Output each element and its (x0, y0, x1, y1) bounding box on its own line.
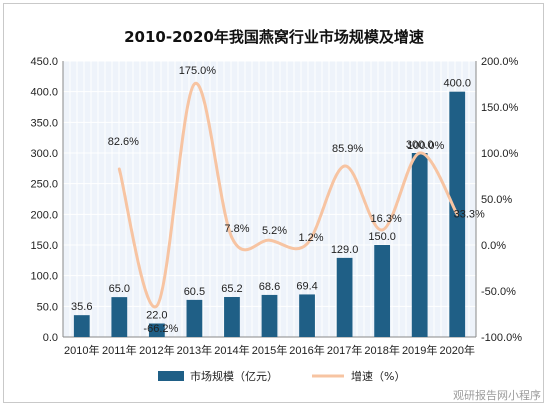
bar-value-label: 60.5 (184, 286, 205, 298)
growth-value-label: 100.0% (407, 140, 445, 152)
bar-value-label: 150.0 (368, 231, 396, 243)
y-left-tick-label: 50.0 (37, 301, 58, 313)
legend-label-line: 增速（%） (351, 369, 405, 383)
x-tick-label: 2019年 (402, 343, 437, 357)
y-left-tick-label: 350.0 (30, 117, 58, 129)
y-right-tick-label: 200.0% (481, 56, 519, 68)
growth-value-label: -66.2% (143, 323, 178, 335)
bar (374, 245, 391, 337)
y-right-tick-label: 150.0% (481, 102, 519, 114)
chart-frame: 2010-2020年我国燕窝行业市场规模及增速 0.0 50.0 100.0 150.… (3, 3, 544, 403)
legend-swatch-bar (158, 371, 184, 381)
y-left-tick-label: 0.0 (43, 332, 58, 344)
bar-value-label: 65.0 (109, 283, 130, 295)
plot-background (63, 61, 476, 337)
growth-value-label: 33.3% (454, 208, 485, 220)
bar-value-label: 400.0 (443, 78, 471, 90)
chart-canvas: 2010-2020年我国燕窝行业市场规模及增速 0.0 50.0 100.0 150.… (30, 28, 541, 402)
x-tick-label: 2020年 (439, 343, 474, 357)
y-right-tick-label: 100.0% (481, 148, 519, 160)
x-tick-label: 2013年 (177, 343, 212, 357)
y-right-tick-label: 0.0% (481, 240, 506, 252)
bar (148, 323, 165, 337)
x-tick-label: 2015年 (252, 343, 287, 357)
bar (111, 297, 128, 337)
legend-label-bar: 市场规模（亿元） (190, 369, 278, 383)
bar (73, 315, 90, 337)
x-tick-label: 2012年 (139, 343, 174, 357)
y-left-tick-label: 300.0 (30, 148, 58, 160)
plot-area: 0.0 50.0 100.0 150.0 200.0 250.0 300.0 350.0 400… (30, 56, 541, 402)
bar-value-label: 65.2 (221, 283, 242, 295)
bar (186, 299, 203, 337)
x-tick-label: 2014年 (214, 343, 249, 357)
growth-value-label: 1.2% (299, 232, 324, 244)
growth-value-label: 16.3% (371, 213, 402, 225)
y-right-tick-label: -100.0% (481, 332, 522, 344)
bar (299, 294, 315, 337)
chart-legend: 市场规模（亿元） 增速（%） (158, 369, 405, 383)
growth-value-label: 7.8% (224, 223, 249, 235)
y-left-tick-label: 100.0 (30, 271, 58, 283)
bar (224, 297, 240, 337)
x-tick-label: 2010年 (64, 343, 99, 357)
chart-title: 2010-2020年我国燕窝行业市场规模及增速 (124, 28, 424, 46)
growth-value-label: 175.0% (179, 65, 217, 77)
growth-rate-line (117, 82, 459, 309)
x-tick-label: 2016年 (289, 343, 324, 357)
y-left-tick-label: 200.0 (30, 209, 58, 221)
bar (411, 153, 428, 337)
watermark: 观研报告网小程序 (453, 388, 541, 402)
bar-value-label: 129.0 (331, 244, 359, 256)
bar-value-label: 35.6 (71, 301, 92, 313)
y-left-tick-label: 450.0 (30, 56, 58, 68)
bar-value-label: 22.0 (146, 310, 167, 322)
bar-value-label: 69.4 (296, 280, 317, 292)
y-left-tick-label: 150.0 (30, 240, 58, 252)
x-tick-label: 2017年 (327, 343, 362, 357)
x-tick-label: 2011年 (102, 343, 137, 357)
bar-value-label: 300.0 (406, 139, 434, 151)
bar (336, 257, 353, 337)
growth-value-label: 82.6% (108, 136, 139, 148)
y-right-tick-label: -50.0% (481, 286, 516, 298)
bar-value-label: 68.6 (259, 281, 280, 293)
growth-value-label: 5.2% (262, 225, 287, 237)
growth-value-label: 85.9% (332, 143, 363, 155)
x-tick-label: 2018年 (364, 343, 399, 357)
y-left-tick-label: 250.0 (30, 179, 58, 191)
y-left-tick-label: 400.0 (30, 87, 58, 99)
bar (261, 294, 278, 337)
y-right-tick-label: 50.0% (481, 194, 512, 206)
